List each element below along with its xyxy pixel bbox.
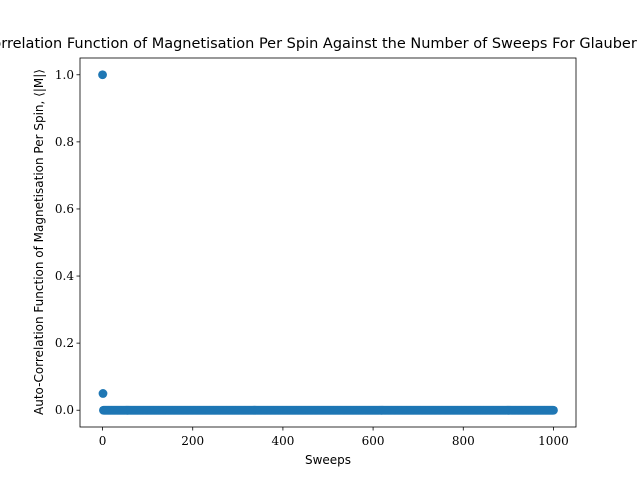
axis-ticks: 0 200 400 600 800 1000 0.0 0.2 0.4 0.6 0.8 1.0 xyxy=(55,68,569,448)
y-axis-label: Auto-Correlation Function of Magnetisati… xyxy=(32,69,46,415)
data-points xyxy=(98,70,558,415)
x-axis-label: Sweeps xyxy=(305,453,351,467)
y-tick-label: 0.4 xyxy=(55,269,74,283)
plot-frame xyxy=(79,57,577,428)
chart-title: Auto-Correlation Function of Magnetisati… xyxy=(0,36,640,52)
y-tick-label: 0.2 xyxy=(55,336,74,350)
scatter-point xyxy=(98,70,107,80)
x-tick-label: 1000 xyxy=(538,434,569,448)
y-tick-label: 0.6 xyxy=(55,202,74,216)
scatter-point xyxy=(549,405,558,415)
x-tick-label: 400 xyxy=(271,434,294,448)
y-tick-label: 1.0 xyxy=(55,68,74,82)
x-tick-label: 200 xyxy=(181,434,204,448)
scatter-point xyxy=(98,389,108,398)
x-tick-label: 0 xyxy=(99,434,107,448)
y-tick-label: 0.8 xyxy=(55,135,74,149)
y-tick-label: 0.0 xyxy=(55,403,74,417)
x-tick-label: 800 xyxy=(452,434,475,448)
x-tick-label: 600 xyxy=(362,434,385,448)
